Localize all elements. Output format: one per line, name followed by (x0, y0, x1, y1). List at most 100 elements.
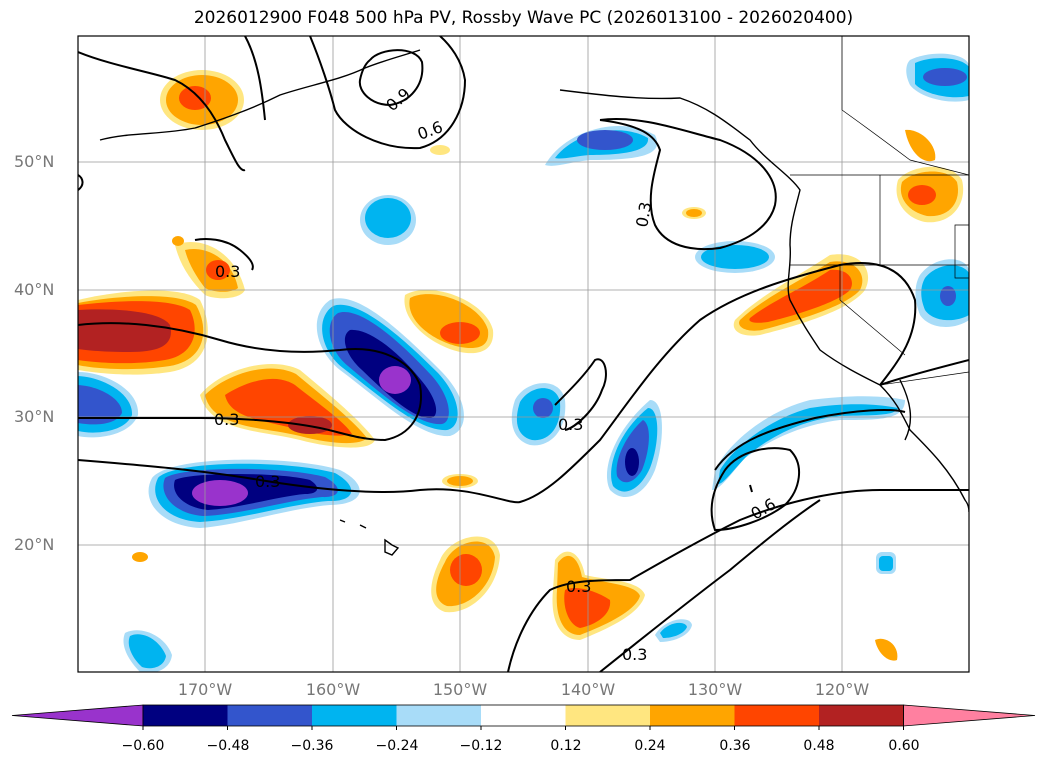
colorbar-segment (481, 705, 566, 726)
map-frame (77, 35, 970, 673)
pv-blob (206, 260, 230, 280)
contour-line-0-6 (710, 447, 801, 532)
pv-blob (450, 554, 482, 586)
contour-label: 0.3 (566, 577, 591, 596)
colorbar-segment (143, 705, 228, 726)
colorbar-segment (565, 705, 651, 726)
pv-blob (78, 385, 122, 425)
pc-contours (78, 36, 969, 672)
alaska-coast (99, 49, 421, 141)
lat-label-20n: 20°N (14, 535, 55, 554)
contour-label: 0.3 (255, 472, 280, 491)
baja-coast (899, 379, 912, 441)
colorbar-segment (819, 705, 904, 726)
contour-label: 0.3 (214, 410, 239, 429)
north-america-coast (559, 89, 969, 513)
colorbar-tick-label: −0.48 (206, 738, 250, 754)
pv-blob (430, 145, 450, 155)
colorbar-segment (734, 705, 820, 726)
contour-line (244, 36, 266, 121)
contour-line-0-3 (507, 488, 969, 672)
contour-line (78, 174, 84, 191)
colorbar-tick-label: −0.36 (290, 738, 334, 754)
colorbar-tick-label: 0.60 (888, 738, 920, 754)
hawaii-island (339, 519, 346, 523)
pv-blob (172, 236, 184, 246)
colorbar-tick-label: −0.60 (121, 738, 165, 754)
lon-label-120w: 120°W (814, 680, 870, 699)
colorbar-tick-label: −0.12 (459, 738, 503, 754)
contour-label: 0.3 (622, 645, 647, 664)
colorbar-tick-label: −0.24 (375, 738, 419, 754)
pv-blob (533, 398, 553, 418)
contour-line-0-3 (599, 118, 777, 251)
contour-line-0-3 (554, 358, 607, 431)
colorbar-segment (312, 705, 397, 726)
colorbar (11, 704, 1036, 730)
pv-blob (712, 396, 905, 490)
coastlines (99, 49, 969, 556)
pv-blob (701, 245, 769, 269)
colorbar-segment (396, 705, 482, 726)
lat-label-40n: 40°N (14, 280, 55, 299)
contour-line-0-3 (78, 322, 422, 442)
contour-line (749, 484, 753, 493)
pv-blob (192, 480, 248, 506)
contour-line (78, 51, 246, 172)
contour-label: 0.3 (558, 415, 583, 434)
pv-blob (686, 209, 702, 217)
pv-blob (660, 622, 687, 638)
pv-blob (749, 269, 852, 323)
contour-line (194, 238, 254, 271)
border-line (841, 109, 969, 176)
pv-blob (288, 416, 332, 434)
pv-blob (879, 556, 893, 571)
pv-blob (940, 286, 956, 306)
pv-blob (923, 68, 967, 86)
contour-line-0-3 (599, 499, 821, 672)
map-plot-area: 0.3 0.3 0.3 0.3 0.3 0.3 0.3 0.6 0.6 0.9 (78, 36, 969, 672)
contour-line (714, 409, 906, 471)
contour-line (879, 359, 969, 386)
colorbar-tick-label: 0.24 (634, 738, 666, 754)
lon-label-170w: 170°W (177, 680, 233, 699)
colorbar-tick-label: 0.48 (803, 738, 835, 754)
pv-blob (379, 366, 411, 394)
contour-label: 0.3 (215, 262, 240, 281)
hawaii-island (384, 538, 400, 556)
state-border (954, 224, 969, 279)
pv-blob (908, 185, 936, 205)
colorbar-tick-label: 0.12 (550, 738, 582, 754)
colorbar-frame (142, 704, 904, 727)
contour-line-0-6 (309, 36, 467, 150)
pv-blob (78, 309, 171, 352)
colorbar-extend-high (903, 704, 1036, 727)
pv-blob (132, 552, 148, 562)
us-mexico-border (879, 371, 969, 386)
lon-label-140w: 140°W (560, 680, 616, 699)
colorbar-segment (227, 705, 313, 726)
lon-label-130w: 130°W (687, 680, 743, 699)
state-border (839, 265, 906, 356)
contour-line-0-3 (78, 262, 917, 504)
pv-blob (875, 638, 898, 661)
colorbar-segment (650, 705, 735, 726)
pv-blob (365, 198, 411, 238)
pv-blob (179, 86, 211, 110)
pv-blob (564, 588, 611, 628)
lon-label-150w: 150°W (432, 680, 488, 699)
pv-blob (577, 130, 633, 150)
contour-line-0-9 (358, 49, 424, 107)
hawaii-island (359, 524, 367, 529)
lon-label-160w: 160°W (305, 680, 361, 699)
colorbar-tick-label: 0.36 (719, 738, 751, 754)
map-background (78, 36, 969, 672)
pv-filled-contours (78, 53, 969, 672)
colorbar-extend-low (11, 704, 144, 727)
lat-label-50n: 50°N (14, 152, 55, 171)
pv-blob (625, 448, 639, 476)
figure-title: 2026012900 F048 500 hPa PV, Rossby Wave … (193, 8, 854, 28)
pv-blob (905, 129, 936, 162)
